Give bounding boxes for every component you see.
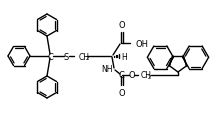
Text: S: S [64,52,69,61]
Text: C: C [118,71,124,80]
Text: 2: 2 [147,74,151,79]
Text: H: H [121,52,127,61]
Text: O: O [129,71,135,80]
Text: 2: 2 [85,55,89,60]
Text: O: O [118,88,125,97]
Text: CH: CH [79,52,90,61]
Text: O: O [118,21,125,30]
Text: OH: OH [135,39,148,48]
Text: CH: CH [141,71,152,80]
Text: NH: NH [102,65,113,74]
Text: C: C [47,52,53,61]
